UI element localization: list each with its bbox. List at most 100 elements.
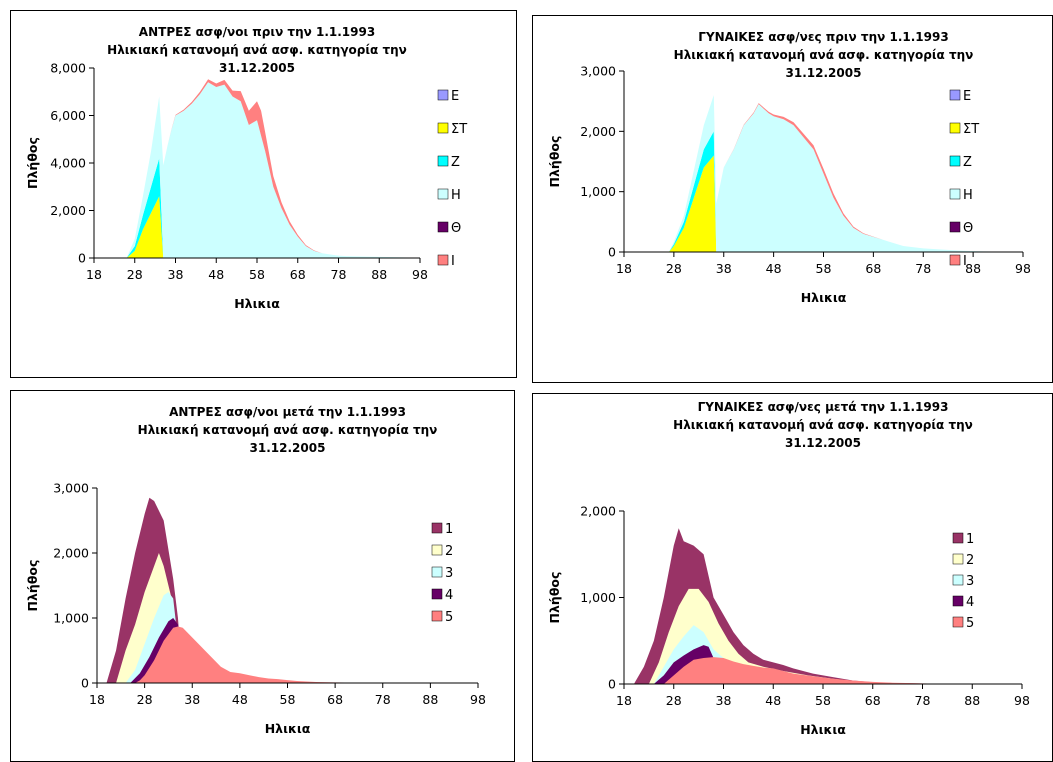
x-tick-label: 78 bbox=[915, 693, 931, 708]
chart-title-line: ΑΝΤΡΕΣ ασφ/νοι πριν την 1.1.1993 bbox=[139, 25, 375, 39]
x-tick-label: 48 bbox=[766, 261, 782, 276]
chart-title-line: Ηλικιακή κατανομή ανά ασφ. κατηγορία την bbox=[107, 43, 407, 57]
series-area-1 bbox=[624, 155, 1023, 252]
legend-swatch bbox=[431, 544, 443, 556]
legend-swatch bbox=[431, 588, 443, 600]
legend-label: 3 bbox=[966, 574, 974, 589]
x-axis-label: Ηλικια bbox=[265, 721, 311, 736]
x-tick-label: 58 bbox=[280, 692, 296, 707]
x-tick-label: 98 bbox=[412, 267, 428, 282]
x-tick-label: 18 bbox=[89, 692, 105, 707]
y-axis-label: Πλήθος bbox=[25, 560, 40, 612]
x-axis-label: Ηλικια bbox=[801, 290, 847, 305]
legend-label: 3 bbox=[445, 566, 453, 581]
x-tick-label: 88 bbox=[965, 261, 981, 276]
y-tick-label: 3,000 bbox=[53, 481, 89, 496]
x-tick-label: 98 bbox=[470, 692, 486, 707]
x-tick-label: 38 bbox=[716, 261, 732, 276]
x-tick-label: 78 bbox=[331, 267, 347, 282]
x-tick-label: 98 bbox=[1015, 261, 1031, 276]
x-tick-label: 88 bbox=[964, 693, 980, 708]
legend-swatch bbox=[949, 221, 961, 233]
y-tick-label: 4,000 bbox=[50, 156, 86, 171]
chart-panel-women-before-1993: ΓΥΝΑΙΚΕΣ ασφ/νες πριν την 1.1.1993 Ηλικια… bbox=[532, 15, 1053, 383]
legend-label: ΣΤ bbox=[963, 122, 979, 137]
x-tick-label: 58 bbox=[816, 261, 832, 276]
series-area-5 bbox=[624, 95, 1023, 252]
legend-swatch bbox=[949, 89, 961, 101]
x-tick-label: 68 bbox=[865, 261, 881, 276]
chart-svg: ΑΝΤΡΕΣ ασφ/νοι πριν την 1.1.1993 Ηλικιακή… bbox=[10, 10, 517, 378]
x-tick-label: 98 bbox=[1014, 693, 1030, 708]
y-tick-label: 1,000 bbox=[580, 184, 616, 199]
legend-swatch bbox=[952, 553, 964, 565]
x-tick-label: 88 bbox=[422, 692, 438, 707]
y-tick-label: 0 bbox=[78, 251, 86, 266]
x-tick-label: 68 bbox=[327, 692, 343, 707]
x-tick-label: 68 bbox=[290, 267, 306, 282]
y-tick-label: 2,000 bbox=[53, 546, 89, 561]
series-areas bbox=[624, 528, 1022, 684]
x-tick-label: 48 bbox=[208, 267, 224, 282]
x-tick-label: 48 bbox=[232, 692, 248, 707]
x-axis-label: Ηλικια bbox=[800, 722, 846, 737]
legend-swatch bbox=[431, 566, 443, 578]
x-tick-label: 48 bbox=[765, 693, 781, 708]
legend-label: Θ bbox=[451, 221, 461, 236]
series-areas bbox=[94, 79, 420, 258]
legend-label: Ε bbox=[451, 89, 459, 104]
chart-title-line: 31.12.2005 bbox=[219, 61, 295, 75]
x-tick-label: 18 bbox=[616, 261, 632, 276]
chart-legend: 1 2 3 4 5 bbox=[431, 522, 453, 625]
legend-swatch bbox=[952, 532, 964, 544]
legend-label: 5 bbox=[445, 610, 453, 625]
chart-panel-women-after-1993: ΓΥΝΑΙΚΕΣ ασφ/νες μετά την 1.1.1993 Ηλικια… bbox=[532, 393, 1053, 762]
chart-title-line: Ηλικιακή κατανομή ανά ασφ. κατηγορία την bbox=[674, 48, 974, 62]
y-axis-label: Πλήθος bbox=[547, 136, 562, 188]
x-tick-label: 28 bbox=[666, 261, 682, 276]
legend-swatch bbox=[431, 610, 443, 622]
series-area-5 bbox=[94, 79, 420, 258]
x-tick-label: 88 bbox=[371, 267, 387, 282]
legend-swatch bbox=[437, 122, 449, 134]
legend-label: 4 bbox=[966, 595, 974, 610]
x-tick-label: 28 bbox=[666, 693, 682, 708]
legend-swatch bbox=[437, 254, 449, 266]
y-tick-label: 2,000 bbox=[580, 124, 616, 139]
series-areas bbox=[97, 497, 478, 683]
chart-legend: Ε ΣΤ Ζ Η Θ Ι bbox=[437, 89, 467, 269]
y-tick-label: 8,000 bbox=[50, 61, 86, 76]
legend-label: Ε bbox=[963, 89, 971, 104]
chart-title-line: ΓΥΝΑΙΚΕΣ ασφ/νες μετά την 1.1.1993 bbox=[698, 400, 949, 414]
legend-label: Ι bbox=[451, 254, 455, 269]
legend-label: Ζ bbox=[963, 155, 972, 170]
legend-swatch bbox=[437, 221, 449, 233]
series-area-4 bbox=[624, 657, 1022, 684]
legend-swatch bbox=[952, 595, 964, 607]
y-tick-label: 0 bbox=[81, 676, 89, 691]
y-tick-label: 1,000 bbox=[53, 611, 89, 626]
chart-title-line: 31.12.2005 bbox=[786, 66, 862, 80]
legend-label: Η bbox=[451, 188, 461, 203]
chart-title-line: 31.12.2005 bbox=[785, 436, 861, 450]
chart-svg: ΑΝΤΡΕΣ ασφ/νοι μετά την 1.1.1993 Ηλικιακή… bbox=[10, 390, 515, 762]
x-tick-label: 28 bbox=[137, 692, 153, 707]
legend-label: 4 bbox=[445, 588, 453, 603]
legend-label: Θ bbox=[963, 221, 973, 236]
chart-title-line: ΓΥΝΑΙΚΕΣ ασφ/νες πριν την 1.1.1993 bbox=[698, 30, 948, 44]
x-tick-label: 38 bbox=[716, 693, 732, 708]
legend-label: 1 bbox=[445, 522, 453, 537]
chart-frame bbox=[532, 393, 1053, 762]
x-tick-label: 78 bbox=[915, 261, 931, 276]
legend-swatch bbox=[437, 155, 449, 167]
legend-swatch bbox=[952, 616, 964, 628]
legend-label: ΣΤ bbox=[451, 122, 467, 137]
legend-swatch bbox=[949, 188, 961, 200]
y-axis-label: Πλήθος bbox=[25, 137, 40, 189]
legend-label: 2 bbox=[966, 553, 974, 568]
series-area-3 bbox=[94, 82, 420, 258]
legend-label: Η bbox=[963, 188, 973, 203]
legend-swatch bbox=[437, 188, 449, 200]
x-tick-label: 58 bbox=[815, 693, 831, 708]
series-areas bbox=[624, 95, 1023, 252]
